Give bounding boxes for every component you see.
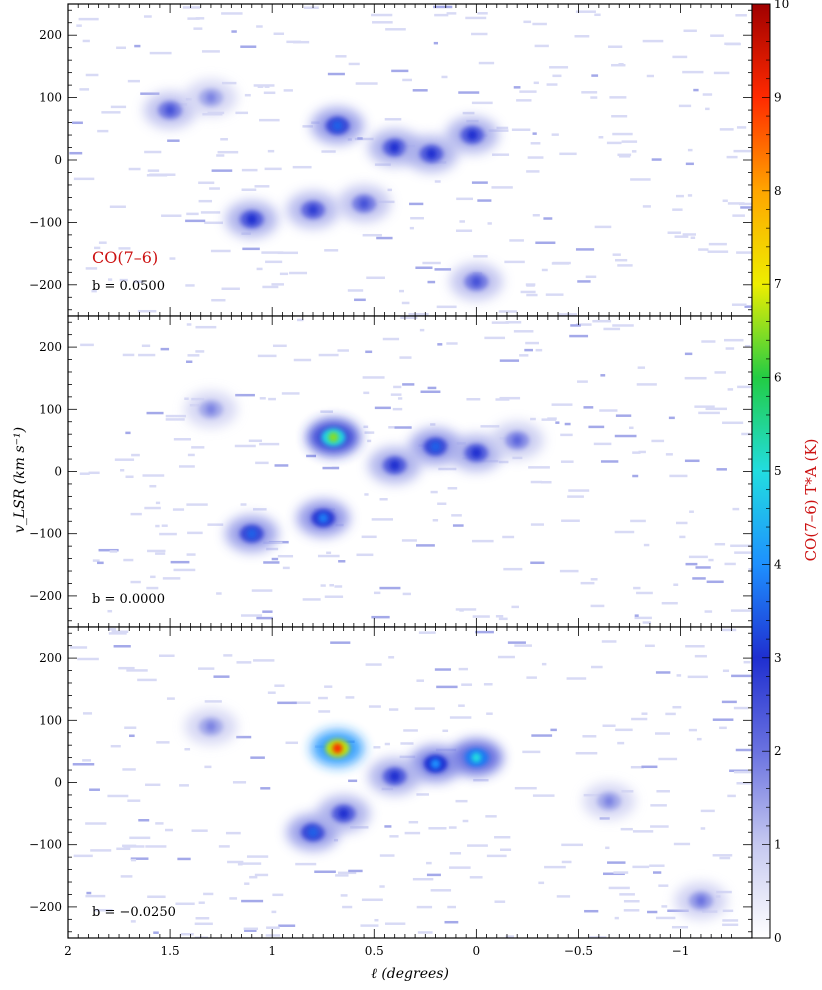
emission-core [471, 447, 482, 458]
colorbar-tick-label: 2 [774, 744, 782, 758]
y-tick-label: 200 [39, 340, 62, 354]
emission-core [389, 771, 400, 782]
emission-core [338, 808, 349, 819]
colorbar-tick-label: 0 [774, 931, 782, 945]
panel-labels: CO(7–6) b = 0.0500 b = 0.0000 b = −0.025… [92, 248, 176, 920]
x-ticks-panel-3 [67, 627, 732, 938]
emission-core [165, 105, 176, 116]
y-tick-label: 100 [39, 713, 62, 727]
emission-core [328, 432, 339, 443]
y-tick-label: −100 [29, 215, 62, 229]
y-tick-label: −100 [29, 527, 62, 541]
y-tick-label: 200 [39, 28, 62, 42]
y-tick-label: 100 [39, 91, 62, 105]
colorbar-tick-label: 5 [774, 464, 782, 478]
y-tick-label: 0 [54, 776, 62, 790]
y-tick-label: 0 [54, 153, 62, 167]
y-axis-panel-1: 200 100 0 −100 −200 [29, 9, 752, 311]
line-label: CO(7–6) [92, 248, 158, 267]
emission-core [695, 895, 706, 906]
emission-core [467, 130, 478, 141]
emission-core [246, 214, 257, 225]
emission-core [246, 528, 257, 539]
x-tick-label: 1.5 [161, 944, 180, 958]
emission-core [604, 796, 615, 807]
y-tick-label: −100 [29, 838, 62, 852]
emission-core [471, 276, 482, 287]
emission-core [389, 142, 400, 153]
emission-core [389, 460, 400, 471]
y-tick-label: 200 [39, 651, 62, 665]
x-tick-label: 1 [268, 944, 276, 958]
y-tick-label: −200 [29, 589, 62, 603]
emission-core [332, 743, 343, 754]
x-axis: 2 1.5 1 0.5 0 −0.5 −1 [64, 944, 689, 958]
x-ticks-panel-1 [67, 4, 732, 316]
emission-core [512, 435, 523, 446]
panel-3: 200 100 0 −100 −200 [29, 626, 753, 939]
colorbar-tick-label: 10 [774, 0, 789, 11]
x-tick-label: 0 [473, 944, 481, 958]
x-tick-label: 0.5 [365, 944, 384, 958]
x-tick-label: −1 [672, 944, 690, 958]
b-label-panel-1: b = 0.0500 [92, 279, 165, 294]
emission-core [426, 148, 437, 159]
colorbar-tick-label: 7 [774, 277, 782, 291]
y-tick-label: −200 [29, 278, 62, 292]
emission-core [332, 120, 343, 131]
emission-core [205, 721, 216, 732]
colorbar-tick-label: 9 [774, 90, 782, 104]
panel-2: 200 100 0 −100 −200 [29, 315, 753, 628]
y-axis-panel-2: 200 100 0 −100 −200 [29, 321, 752, 622]
colorbar-label: CO(7–6) T*A (K) [802, 439, 820, 562]
colorbar-tick-label: 8 [774, 184, 782, 198]
y-axis-label: v_LSR (km s⁻¹) [12, 427, 28, 533]
x-axis-label: ℓ (degrees) [371, 966, 449, 982]
b-label-panel-2: b = 0.0000 [92, 592, 165, 607]
emission-core [430, 441, 441, 452]
colorbar-tick-label: 4 [774, 557, 782, 571]
y-axis-panel-3: 200 100 0 −100 −200 [29, 632, 752, 933]
emission-core [205, 92, 216, 103]
emission-core [308, 204, 319, 215]
emission-core [308, 827, 319, 838]
x-tick-label: −0.5 [564, 944, 593, 958]
emission-core [205, 404, 216, 415]
colorbar-tick-label: 6 [774, 371, 782, 385]
x-tick-label: 2 [64, 944, 72, 958]
y-tick-label: −200 [29, 900, 62, 914]
y-tick-label: 100 [39, 402, 62, 416]
y-tick-label: 0 [54, 465, 62, 479]
emission-core [430, 758, 441, 769]
emission-core [318, 513, 329, 524]
emission-core [359, 198, 370, 209]
b-label-panel-3: b = −0.0250 [92, 905, 176, 920]
x-ticks-panel-2 [67, 316, 732, 627]
panel-1: 200 100 0 −100 −200 [29, 3, 753, 317]
colorbar-tick-label: 1 [774, 838, 782, 852]
emission-core [471, 752, 482, 763]
colorbar: 0 1 2 3 4 5 6 7 8 9 10 [751, 0, 789, 945]
colorbar-tick-label: 3 [774, 651, 782, 665]
